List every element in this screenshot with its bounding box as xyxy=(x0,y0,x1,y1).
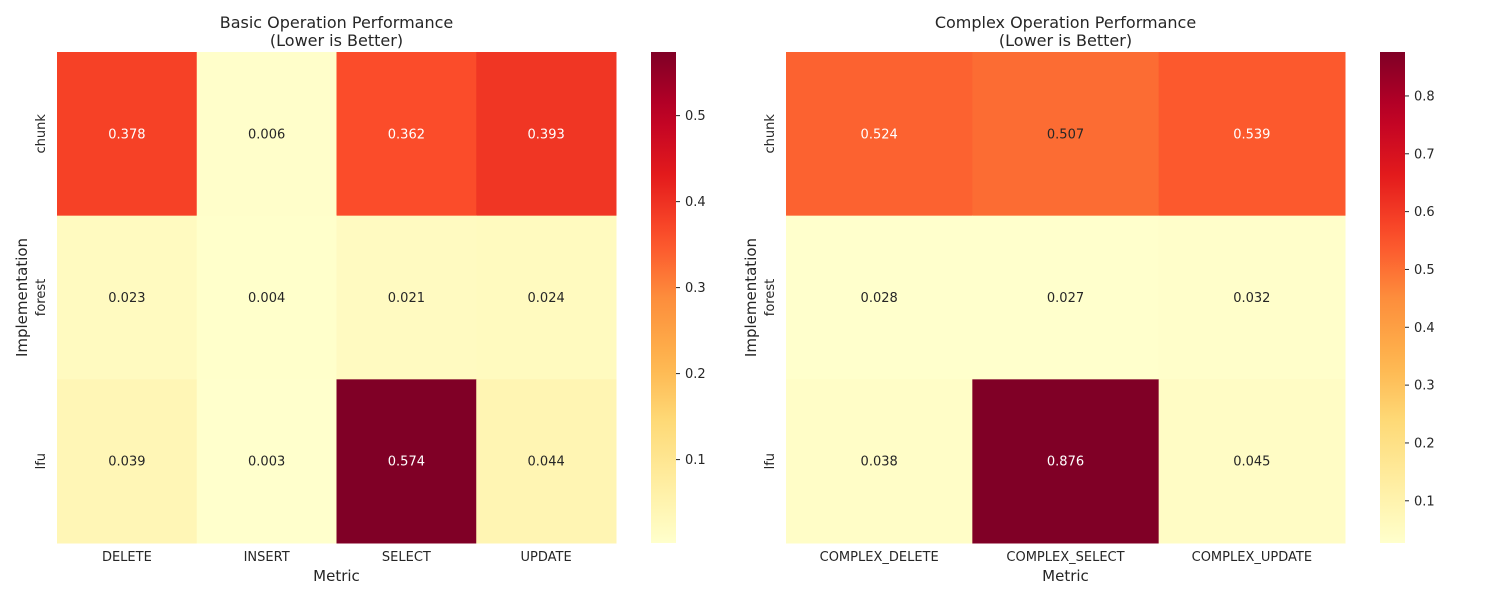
heatmap-cell-forest-update xyxy=(476,215,617,380)
cell-value-label: 0.507 xyxy=(1047,127,1084,142)
colorbar-tick-label: 0.3 xyxy=(685,281,706,296)
colorbar-tick-label: 0.4 xyxy=(685,195,706,210)
chart-title-line-1: Basic Operation Performance xyxy=(220,13,454,32)
cell-value-label: 0.044 xyxy=(528,455,565,470)
heatmap-cell-lfu-complex_select xyxy=(972,379,1160,544)
y-axis-label: Implementation xyxy=(13,238,31,357)
x-axis-label: Metric xyxy=(1042,567,1089,585)
cell-value-label: 0.876 xyxy=(1047,455,1084,470)
heatmap-panel-1: Basic Operation Performance(Lower is Bet… xyxy=(13,13,706,585)
cell-value-label: 0.028 xyxy=(861,291,898,306)
colorbar-tick-label: 0.3 xyxy=(1414,379,1435,394)
heatmap-cell-forest-delete xyxy=(57,215,198,380)
y-tick-label: lfu xyxy=(34,453,49,469)
cell-value-label: 0.393 xyxy=(528,127,565,142)
heatmap-cell-chunk-complex_update xyxy=(1158,52,1346,217)
x-tick-label: UPDATE xyxy=(521,550,572,565)
x-tick-label: COMPLEX_DELETE xyxy=(820,550,939,565)
colorbar-tick-label: 0.5 xyxy=(1414,263,1435,278)
cell-value-label: 0.003 xyxy=(248,455,285,470)
colorbar-tick-label: 0.2 xyxy=(1414,436,1435,451)
heatmap-cell-chunk-complex_select xyxy=(972,52,1160,217)
colorbar xyxy=(651,52,676,543)
x-tick-label: COMPLEX_UPDATE xyxy=(1192,550,1312,565)
colorbar-tick-label: 0.1 xyxy=(685,453,706,468)
colorbar-tick-label: 0.5 xyxy=(685,109,706,124)
chart-title-line-2: (Lower is Better) xyxy=(270,31,403,50)
x-tick-label: COMPLEX_SELECT xyxy=(1006,550,1124,565)
heatmap-cell-chunk-insert xyxy=(196,52,337,217)
cell-value-label: 0.039 xyxy=(108,455,145,470)
cell-value-label: 0.023 xyxy=(108,291,145,306)
colorbar xyxy=(1380,52,1405,543)
heatmap-cell-forest-complex_select xyxy=(972,215,1160,380)
heatmap-cell-chunk-delete xyxy=(57,52,198,217)
colorbar-tick-label: 0.7 xyxy=(1414,147,1435,162)
heatmap-cell-lfu-delete xyxy=(57,379,198,544)
colorbar-tick-label: 0.2 xyxy=(685,367,706,382)
heatmap-cell-chunk-complex_delete xyxy=(786,52,973,217)
x-tick-label: SELECT xyxy=(382,550,431,565)
y-tick-label: chunk xyxy=(763,114,778,154)
y-tick-label: forest xyxy=(763,279,778,316)
cell-value-label: 0.362 xyxy=(388,127,425,142)
heatmap-cell-lfu-complex_update xyxy=(1158,379,1346,544)
colorbar-tick-label: 0.4 xyxy=(1414,321,1435,336)
heatmap-cell-forest-insert xyxy=(196,215,337,380)
heatmap-cell-lfu-insert xyxy=(196,379,337,544)
y-tick-label: chunk xyxy=(34,114,49,154)
heatmap-cell-forest-complex_update xyxy=(1158,215,1346,380)
cell-value-label: 0.006 xyxy=(248,127,285,142)
cell-value-label: 0.378 xyxy=(108,127,145,142)
heatmap-cell-lfu-select xyxy=(336,379,477,544)
cell-value-label: 0.524 xyxy=(861,127,898,142)
y-tick-label: lfu xyxy=(763,453,778,469)
colorbar-tick-label: 0.8 xyxy=(1414,89,1435,104)
cell-value-label: 0.004 xyxy=(248,291,285,306)
x-axis-label: Metric xyxy=(313,567,360,585)
cell-value-label: 0.027 xyxy=(1047,291,1084,306)
heatmap-panel-2: Complex Operation Performance(Lower is B… xyxy=(742,13,1435,585)
heatmap-cell-lfu-complex_delete xyxy=(786,379,973,544)
chart-title-line-2: (Lower is Better) xyxy=(999,31,1132,50)
colorbar-tick-label: 0.1 xyxy=(1414,494,1435,509)
x-tick-label: INSERT xyxy=(244,550,290,565)
heatmap-cell-chunk-update xyxy=(476,52,617,217)
cell-value-label: 0.021 xyxy=(388,291,425,306)
y-tick-label: forest xyxy=(34,279,49,316)
heatmap-cell-chunk-select xyxy=(336,52,477,217)
colorbar-tick-label: 0.6 xyxy=(1414,205,1435,220)
heatmap-cell-forest-complex_delete xyxy=(786,215,973,380)
cell-value-label: 0.539 xyxy=(1233,127,1270,142)
cell-value-label: 0.045 xyxy=(1233,455,1270,470)
heatmap-cell-lfu-update xyxy=(476,379,617,544)
heatmap-cell-forest-select xyxy=(336,215,477,380)
cell-value-label: 0.038 xyxy=(861,455,898,470)
cell-value-label: 0.032 xyxy=(1233,291,1270,306)
cell-value-label: 0.024 xyxy=(528,291,565,306)
chart-title-line-1: Complex Operation Performance xyxy=(935,13,1196,32)
y-axis-label: Implementation xyxy=(742,238,760,357)
cell-value-label: 0.574 xyxy=(388,455,425,470)
x-tick-label: DELETE xyxy=(102,550,152,565)
